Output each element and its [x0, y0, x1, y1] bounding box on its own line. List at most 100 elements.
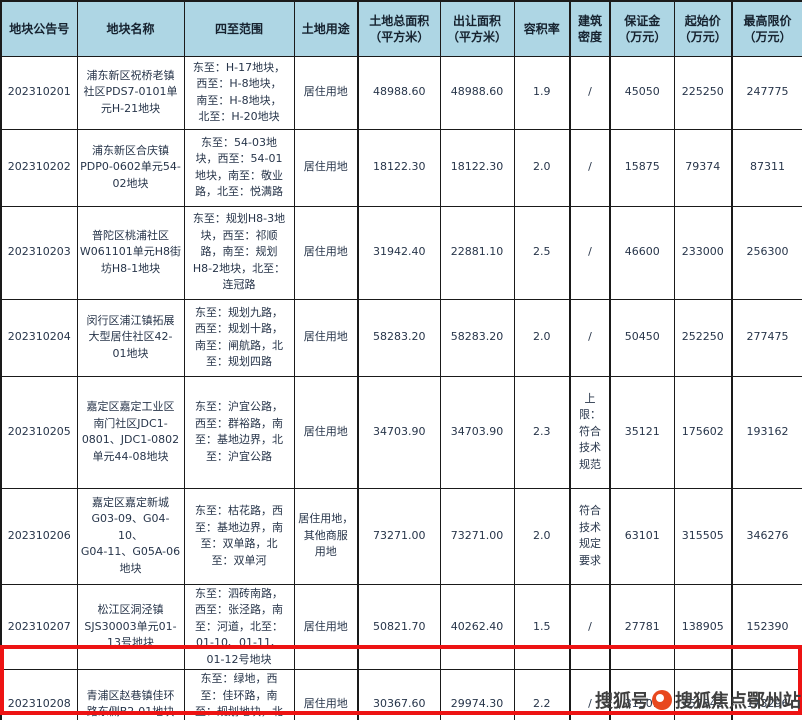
cell-announcement-no: 202310203: [0, 205, 78, 300]
cell-announcement-no: 202310206: [0, 487, 78, 585]
header-transfer-area: 出让面积 （平方米）: [439, 0, 515, 57]
table-row: 202310205 嘉定区嘉定工业区 南门社区JDC1- 0801、JDC1-08…: [0, 375, 802, 489]
cell-boundaries: 东至：沪宜公路， 西至：群裕路，南 至：基地边界，北 至：沪宜公路: [183, 375, 295, 489]
cell-max-price: 247775: [731, 55, 802, 130]
cell-building-density: /: [569, 298, 611, 377]
header-boundaries: 四至范围: [183, 0, 295, 57]
cell-announcement-no: 202310205: [0, 375, 78, 489]
cell-max-price: 152390: [731, 583, 802, 670]
cell-plot-ratio: 1.9: [513, 55, 571, 130]
cell-starting-price: 225250: [673, 55, 733, 130]
header-starting-price: 起始价 （万元）: [673, 0, 733, 57]
header-plot-ratio: 容积率: [513, 0, 571, 57]
cell-total-area: 30367.60: [357, 669, 441, 720]
table-row: 202310203 普陀区桃浦社区 W061101单元H8街 坊H8-1地块 东至：…: [0, 205, 802, 300]
watermark: 搜狐号 搜狐焦点鄂州站: [595, 687, 801, 713]
header-max-price: 最高限价 （万元）: [731, 0, 802, 57]
header-parcel-name: 地块名称: [76, 0, 185, 57]
cell-starting-price: 175602: [673, 375, 733, 489]
cell-transfer-area: 29974.30: [439, 669, 515, 720]
cell-total-area: 48988.60: [357, 55, 441, 130]
sohu-focus-logo-icon: [652, 690, 672, 710]
cell-announcement-no: 202310204: [0, 298, 78, 377]
table-row: 202310201 浦东新区祝桥老镇 社区PDS7-0101单 元H-21地块 东至…: [0, 55, 802, 130]
cell-deposit: 45050: [609, 55, 675, 130]
cell-parcel-name: 嘉定区嘉定新城 G03-09、G04-10、 G04-11、G05A-06 地块: [76, 487, 185, 585]
cell-boundaries: 东至：H-17地块， 西至：H-8地块， 南至：H-8地块， 北至：H-20地块: [183, 55, 295, 130]
header-announcement-no: 地块公告号: [0, 0, 78, 57]
cell-land-use: 居住用地: [293, 55, 359, 130]
cell-land-use: 居住用地: [293, 205, 359, 300]
cell-land-use: 居住用地: [293, 298, 359, 377]
cell-land-use: 居住用地: [293, 669, 359, 720]
cell-boundaries: 东至：规划九路， 西至：规划十路， 南至：闸航路，北 至：规划四路: [183, 298, 295, 377]
cell-total-area: 58283.20: [357, 298, 441, 377]
cell-announcement-no: 202310201: [0, 55, 78, 130]
cell-total-area: 18122.30: [357, 128, 441, 207]
cell-deposit: 15875: [609, 128, 675, 207]
cell-deposit: 46600: [609, 205, 675, 300]
cell-plot-ratio: 2.0: [513, 128, 571, 207]
cell-total-area: 34703.90: [357, 375, 441, 489]
cell-deposit: 27781: [609, 583, 675, 670]
header-total-area: 土地总面积 （平方米）: [357, 0, 441, 57]
cell-building-density: /: [569, 583, 611, 670]
cell-land-use: 居住用地， 其他商服 用地: [293, 487, 359, 585]
cell-land-use: 居住用地: [293, 583, 359, 670]
header-land-use: 土地用途: [293, 0, 359, 57]
table-row: 202310204 闵行区浦江镇拓展 大型居住社区42- 01地块 东至：规划九路，…: [0, 298, 802, 377]
cell-land-use: 居住用地: [293, 128, 359, 207]
cell-plot-ratio: 2.3: [513, 375, 571, 489]
cell-parcel-name: 普陀区桃浦社区 W061101单元H8街 坊H8-1地块: [76, 205, 185, 300]
cell-starting-price: 315505: [673, 487, 733, 585]
cell-total-area: 50821.70: [357, 583, 441, 670]
cell-max-price: 87311: [731, 128, 802, 207]
table-row: 202310206 嘉定区嘉定新城 G03-09、G04-10、 G04-11、G…: [0, 487, 802, 585]
cell-max-price: 193162: [731, 375, 802, 489]
cell-max-price: 256300: [731, 205, 802, 300]
cell-plot-ratio: 1.5: [513, 583, 571, 670]
cell-boundaries: 东至：绿地，西 至：佳环路，南 至：规划地块，北 至：盈港东路: [183, 669, 295, 720]
cell-announcement-no: 202310202: [0, 128, 78, 207]
cell-building-density: /: [569, 55, 611, 130]
cell-deposit: 63101: [609, 487, 675, 585]
table-row: 202310207 松江区洞泾镇 SJS30003单元01- 13号地块 东至：泗砖…: [0, 583, 802, 670]
cell-max-price: 277475: [731, 298, 802, 377]
cell-parcel-name: 青浦区赵巷镇佳环 路东侧B2-01地块: [76, 669, 185, 720]
cell-starting-price: 233000: [673, 205, 733, 300]
cell-parcel-name: 嘉定区嘉定工业区 南门社区JDC1- 0801、JDC1-0802 单元44-0…: [76, 375, 185, 489]
cell-transfer-area: 18122.30: [439, 128, 515, 207]
cell-boundaries: 东至：规划H8-3地 块，西至：祁顺 路，南至：规划 H8-2地块，北至： 连冠…: [183, 205, 295, 300]
watermark-prefix: 搜狐号: [595, 691, 649, 712]
cell-transfer-area: 48988.60: [439, 55, 515, 130]
cell-deposit: 50450: [609, 298, 675, 377]
table-header-row: 地块公告号 地块名称 四至范围 土地用途 土地总面积 （平方米） 出让面积 （平…: [0, 0, 802, 57]
cell-building-density: /: [569, 205, 611, 300]
cell-total-area: 31942.40: [357, 205, 441, 300]
cell-transfer-area: 22881.10: [439, 205, 515, 300]
cell-plot-ratio: 2.0: [513, 298, 571, 377]
cell-building-density: 符合 技术 规定 要求: [569, 487, 611, 585]
cell-land-use: 居住用地: [293, 375, 359, 489]
cell-transfer-area: 73271.00: [439, 487, 515, 585]
header-deposit: 保证金 （万元）: [609, 0, 675, 57]
cell-starting-price: 79374: [673, 128, 733, 207]
cell-announcement-no: 202310208: [0, 669, 78, 720]
header-building-density: 建筑 密度: [569, 0, 611, 57]
cell-max-price: 346276: [731, 487, 802, 585]
table-row: 202310202 浦东新区合庆镇 PDP0-0602单元54- 02地块 东至：5…: [0, 128, 802, 207]
cell-total-area: 73271.00: [357, 487, 441, 585]
cell-parcel-name: 浦东新区合庆镇 PDP0-0602单元54- 02地块: [76, 128, 185, 207]
cell-parcel-name: 浦东新区祝桥老镇 社区PDS7-0101单 元H-21地块: [76, 55, 185, 130]
cell-deposit: 35121: [609, 375, 675, 489]
cell-boundaries: 东至：泗砖南路， 西至：张泾路，南 至：河道，北至： 01-10、01-11、 …: [183, 583, 295, 670]
cell-plot-ratio: 2.2: [513, 669, 571, 720]
cell-parcel-name: 闵行区浦江镇拓展 大型居住社区42- 01地块: [76, 298, 185, 377]
cell-boundaries: 东至：枯花路，西 至：基地边界，南 至：双单路，北 至：双单河: [183, 487, 295, 585]
cell-plot-ratio: 2.0: [513, 487, 571, 585]
cell-starting-price: 138905: [673, 583, 733, 670]
cell-building-density: 上 限： 符合 技术 规范: [569, 375, 611, 489]
cell-transfer-area: 58283.20: [439, 298, 515, 377]
